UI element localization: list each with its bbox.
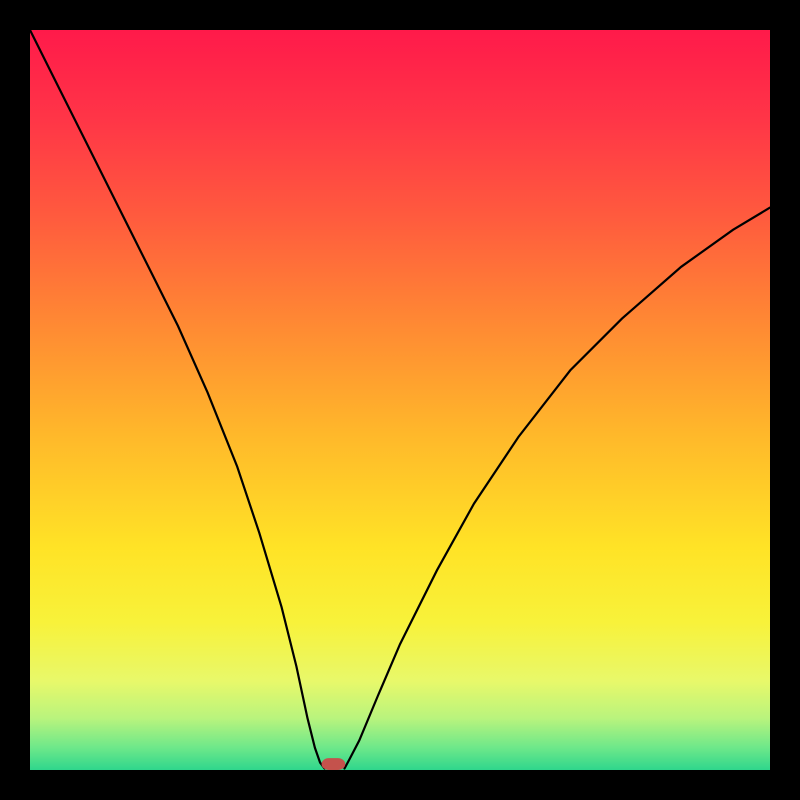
bottleneck-chart <box>0 0 800 800</box>
plot-background <box>30 30 770 770</box>
chart-frame: TheBottleneck.com <box>0 0 800 800</box>
optimum-marker <box>322 758 346 770</box>
